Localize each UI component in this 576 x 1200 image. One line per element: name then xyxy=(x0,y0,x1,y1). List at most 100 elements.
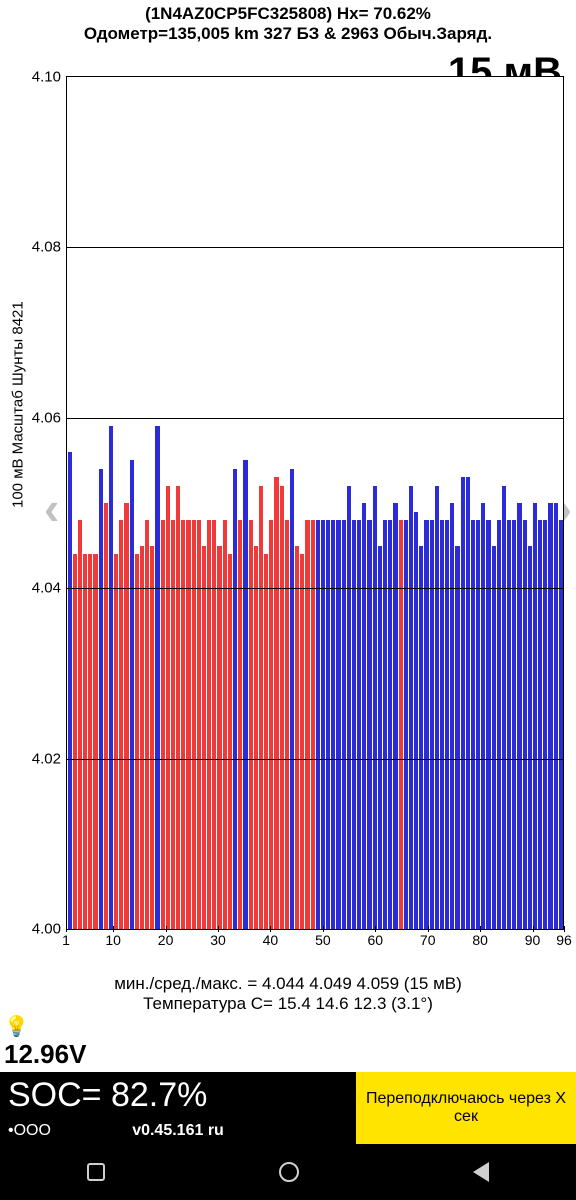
bar xyxy=(399,520,403,929)
y-axis-label: 100 мВ Масштаб Шунты 8421 xyxy=(10,301,27,508)
bar xyxy=(145,520,149,929)
bar xyxy=(295,546,299,929)
bar xyxy=(93,554,97,929)
bar xyxy=(88,554,92,929)
gridline xyxy=(67,418,563,419)
x-tick-label: 80 xyxy=(472,932,488,948)
bar xyxy=(171,520,175,929)
bar xyxy=(528,546,532,929)
bar xyxy=(78,520,82,929)
bar xyxy=(155,426,159,929)
bar xyxy=(502,486,506,929)
gridline xyxy=(67,247,563,248)
reconnect-banner[interactable]: Переподключаюсь через X сек xyxy=(356,1072,576,1144)
aux-voltage: 12.96V xyxy=(0,1039,576,1072)
back-icon[interactable] xyxy=(473,1162,489,1182)
bar xyxy=(507,520,511,929)
bar xyxy=(367,520,371,929)
bar xyxy=(238,520,242,929)
gridline xyxy=(67,759,563,760)
bar xyxy=(548,503,552,929)
bars-container xyxy=(67,77,563,929)
bar xyxy=(316,520,320,929)
bar xyxy=(176,486,180,929)
bar xyxy=(135,554,139,929)
x-tick-label: 10 xyxy=(105,932,121,948)
bar xyxy=(280,486,284,929)
x-tick-label: 50 xyxy=(315,932,331,948)
bar xyxy=(254,546,258,929)
bar xyxy=(124,503,128,929)
bar xyxy=(352,520,356,929)
bar xyxy=(223,520,227,929)
bar xyxy=(249,520,253,929)
x-tick-label: 1 xyxy=(62,932,70,948)
bar xyxy=(186,520,190,929)
android-nav-bar xyxy=(0,1144,576,1200)
bar xyxy=(455,546,459,929)
header-line2: Одометр=135,005 km 327 БЗ & 2963 Обыч.За… xyxy=(8,24,568,44)
bar xyxy=(445,520,449,929)
bar xyxy=(285,520,289,929)
bar xyxy=(486,520,490,929)
y-tick-label: 4.00 xyxy=(32,921,61,938)
chevron-left-icon[interactable]: ‹ xyxy=(44,481,59,535)
stats-block: мин./сред./макс. = 4.044 4.049 4.059 (15… xyxy=(0,972,576,1014)
bar xyxy=(388,520,392,929)
bar xyxy=(435,486,439,929)
recents-icon[interactable] xyxy=(87,1163,105,1181)
bar xyxy=(450,503,454,929)
bar xyxy=(419,546,423,929)
y-tick-label: 4.02 xyxy=(32,750,61,767)
bar xyxy=(523,520,527,929)
header: (1N4AZ0CP5FC325808) Hx= 70.62% Одометр=1… xyxy=(0,0,576,44)
bar xyxy=(321,520,325,929)
bar xyxy=(217,546,221,929)
bar xyxy=(197,520,201,929)
bar xyxy=(207,520,211,929)
home-icon[interactable] xyxy=(279,1162,299,1182)
bar xyxy=(259,486,263,929)
bar xyxy=(166,486,170,929)
bar xyxy=(357,520,361,929)
y-tick-label: 4.08 xyxy=(32,239,61,256)
app-version: v0.45.161 ru xyxy=(132,1122,224,1140)
x-tick-label: 40 xyxy=(263,932,279,948)
bar xyxy=(517,503,521,929)
bar xyxy=(161,520,165,929)
bar xyxy=(300,554,304,929)
bar xyxy=(404,520,408,929)
bar xyxy=(342,520,346,929)
stats-temp: Температура C= 15.4 14.6 12.3 (3.1°) xyxy=(0,994,576,1014)
y-tick-label: 4.04 xyxy=(32,580,61,597)
voltage-row: 💡 xyxy=(0,1014,576,1039)
bar xyxy=(362,503,366,929)
bar xyxy=(228,554,232,929)
status-bar: SOC= 82.7% •OOO v0.45.161 ru Переподключ… xyxy=(0,1072,576,1144)
x-tick-label: 20 xyxy=(158,932,174,948)
bar xyxy=(336,520,340,929)
bar xyxy=(243,460,247,929)
header-line1: (1N4AZ0CP5FC325808) Hx= 70.62% xyxy=(8,4,568,24)
bar xyxy=(99,469,103,929)
bar xyxy=(130,460,134,929)
bar xyxy=(104,503,108,929)
bar xyxy=(119,520,123,929)
bulb-icon: 💡 xyxy=(4,1014,29,1039)
bar xyxy=(409,486,413,929)
bar xyxy=(347,486,351,929)
bar-chart[interactable]: 4.004.024.044.064.084.10 xyxy=(66,76,564,930)
bar xyxy=(378,546,382,929)
soc-panel[interactable]: SOC= 82.7% •OOO v0.45.161 ru xyxy=(0,1072,356,1144)
bar xyxy=(73,554,77,929)
bar xyxy=(471,520,475,929)
bar xyxy=(311,520,315,929)
bar xyxy=(192,520,196,929)
bar xyxy=(264,554,268,929)
stats-minmax: мин./сред./макс. = 4.044 4.049 4.059 (15… xyxy=(0,974,576,994)
bar xyxy=(476,520,480,929)
bar xyxy=(481,503,485,929)
bar xyxy=(290,469,294,929)
x-tick-label: 90 xyxy=(525,932,541,948)
x-tick-label: 70 xyxy=(420,932,436,948)
